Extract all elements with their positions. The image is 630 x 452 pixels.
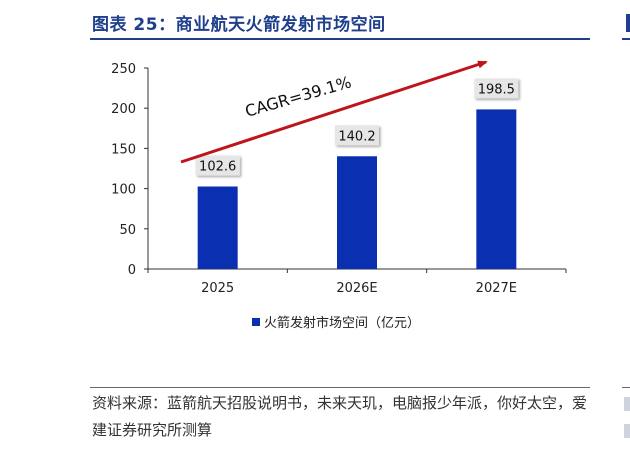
data-label-2027E: 198.5	[474, 78, 519, 99]
source-note: 资料来源：蓝箭航天招股说明书，未来天玑，电脑报少年派，你好太空，爱建证券研究所测…	[92, 394, 588, 439]
cagr-label: CAGR=39.1%	[243, 72, 354, 120]
data-label-box	[335, 125, 379, 146]
bar-2025	[197, 186, 238, 269]
chart-title: 图表 25：商业航天火箭发射市场空间	[92, 15, 386, 35]
bar-chart: 0 50 100 150 200 250 2025 2026E 2027E 102.6 140.2…	[111, 60, 567, 331]
data-label-2026E: 140.2	[335, 125, 379, 146]
source-divider	[90, 387, 590, 388]
data-label-text: 102.6	[199, 160, 236, 175]
bars-group	[197, 109, 517, 269]
data-label-text: 140.2	[338, 129, 375, 144]
x-tick-label: 2025	[201, 281, 234, 296]
x-tick-label: 2027E	[476, 281, 517, 296]
adjacent-panel-title-fragment	[626, 14, 630, 32]
chart-legend: 火箭发射市场空间（亿元）	[252, 315, 420, 331]
y-tick-label: 0	[128, 263, 136, 278]
adjacent-text-fragment	[624, 424, 630, 438]
value-labels-group: 102.6 140.2 198.5	[195, 78, 519, 176]
x-tick-label: 2026E	[336, 281, 377, 296]
legend-swatch	[252, 318, 260, 326]
bar-2027E	[476, 109, 517, 269]
data-label-box	[474, 78, 519, 99]
cagr-annotation: CAGR=39.1%	[180, 60, 488, 164]
data-label-box	[195, 155, 240, 176]
bar-2026E	[337, 156, 377, 269]
data-label-2025: 102.6	[195, 155, 240, 176]
data-label-text: 198.5	[478, 82, 515, 97]
y-tick-label: 250	[111, 62, 136, 77]
adjacent-source-divider	[622, 387, 630, 388]
y-tick-label: 200	[111, 102, 136, 117]
y-tick-label: 150	[111, 142, 136, 157]
cagr-arrow	[180, 60, 488, 164]
adjacent-text-fragment	[624, 397, 630, 411]
title-underline	[90, 38, 590, 40]
y-tick-label: 50	[119, 223, 136, 238]
adjacent-panel-rule	[622, 38, 630, 40]
y-tick-label: 100	[111, 183, 136, 198]
legend-label: 火箭发射市场空间（亿元）	[264, 315, 420, 331]
